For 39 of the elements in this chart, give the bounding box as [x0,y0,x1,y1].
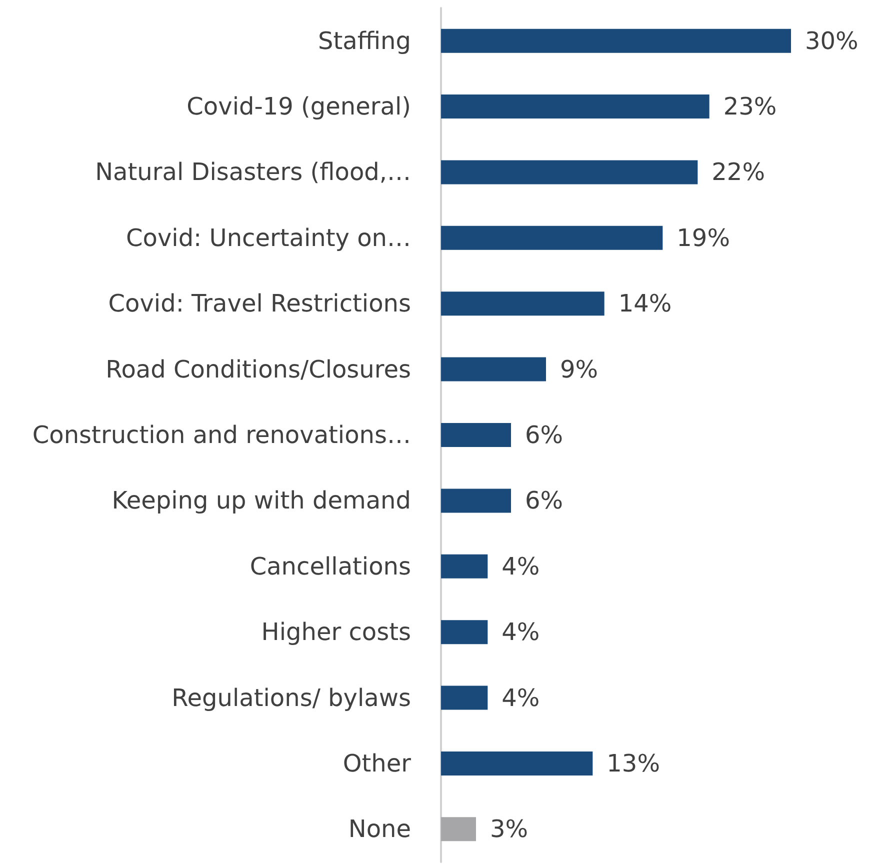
data-label: 14% [618,290,672,318]
data-label: 4% [502,552,540,580]
bar [441,292,604,316]
y-tick-label: Construction and renovations… [32,421,411,449]
data-label: 4% [502,618,540,646]
bar [441,817,476,842]
data-label: 6% [525,486,564,515]
bar [441,620,488,644]
y-tick-label: Covid: Travel Restrictions [108,290,411,318]
y-tick-label: Natural Disasters (flood,… [95,158,411,186]
bar [441,357,546,382]
y-tick-label: Cancellations [250,552,411,580]
y-tick-label: None [348,815,411,844]
data-label: 3% [490,815,528,844]
y-tick-label: Other [342,749,412,778]
y-tick-label: Covid-19 (general) [186,92,411,121]
bar [441,751,593,776]
data-label: 30% [805,26,858,55]
bar [441,554,488,578]
y-tick-label: Higher costs [261,618,411,646]
data-label: 19% [676,224,730,252]
y-tick-label: Regulations/ bylaws [172,684,411,712]
y-tick-label: Covid: Uncertainty on… [126,224,411,252]
data-label: 23% [723,92,777,121]
data-label: 6% [525,421,564,449]
data-label: 22% [712,158,766,186]
data-label: 13% [606,749,660,778]
data-label: 4% [502,684,540,712]
bar [441,28,791,53]
bar [441,488,511,513]
bar [441,686,488,710]
y-tick-label: Staffing [318,26,411,55]
bar [441,226,663,250]
y-tick-label: Road Conditions/Closures [106,355,411,384]
bar [441,94,710,119]
y-tick-label: Keeping up with demand [112,486,411,515]
data-label: 9% [560,355,598,384]
bar [441,423,511,447]
bar [441,160,698,184]
